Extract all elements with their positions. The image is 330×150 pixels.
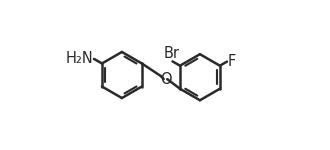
Text: F: F [228,54,236,69]
Text: O: O [160,72,171,87]
Text: H₂N: H₂N [66,51,93,66]
Text: Br: Br [164,46,180,61]
